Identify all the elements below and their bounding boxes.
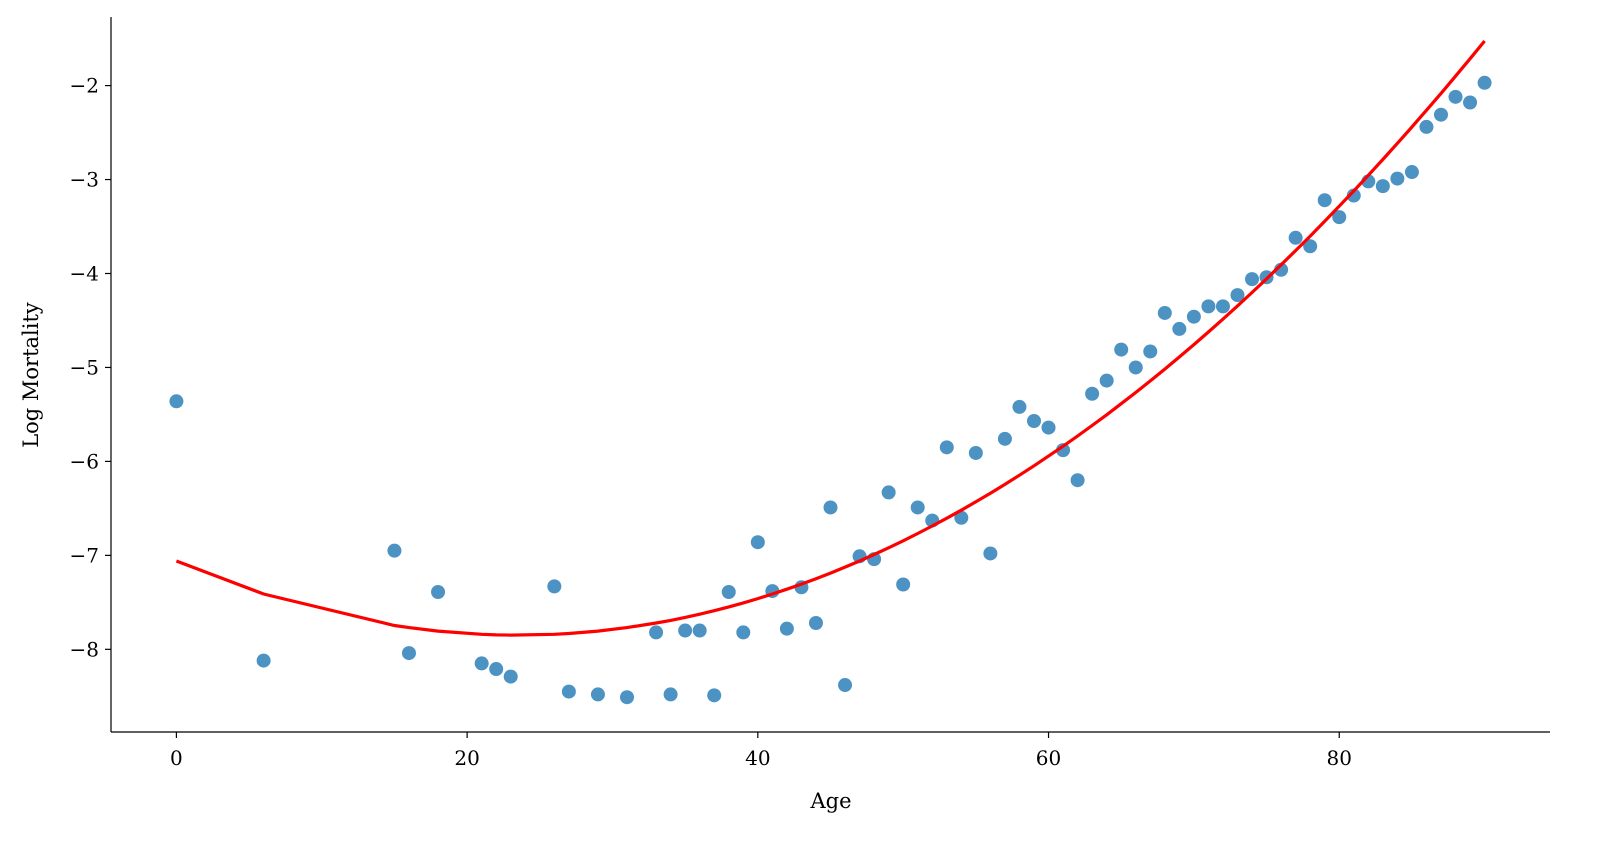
y-tick-label: −6 xyxy=(70,449,99,473)
data-point xyxy=(1128,360,1143,375)
data-point xyxy=(1288,230,1303,245)
y-tick-label: −3 xyxy=(70,168,99,192)
data-point xyxy=(983,546,998,561)
data-point xyxy=(1230,288,1245,303)
data-point xyxy=(1026,414,1041,429)
data-point xyxy=(1114,342,1129,357)
data-point xyxy=(997,431,1012,446)
data-point xyxy=(1201,299,1216,314)
data-point xyxy=(1419,119,1434,134)
data-point xyxy=(707,688,722,703)
data-point xyxy=(169,394,184,409)
data-point xyxy=(1448,89,1463,104)
data-point xyxy=(663,687,678,702)
data-point xyxy=(881,485,896,500)
data-point xyxy=(1375,179,1390,194)
y-tick-label: −5 xyxy=(70,355,99,379)
data-point xyxy=(1303,239,1318,254)
data-point xyxy=(503,669,518,684)
data-point xyxy=(750,535,765,550)
y-tick-label: −2 xyxy=(70,74,99,98)
data-point xyxy=(692,623,707,638)
data-point xyxy=(1143,344,1158,359)
data-point xyxy=(547,579,562,594)
data-point xyxy=(1390,171,1405,186)
fit-line xyxy=(175,39,1486,637)
data-point xyxy=(387,543,402,558)
data-point xyxy=(431,585,446,600)
data-point xyxy=(1099,373,1114,388)
data-point xyxy=(401,646,416,661)
data-point xyxy=(1332,210,1347,225)
y-tick-label: −4 xyxy=(70,261,99,285)
data-point xyxy=(1157,305,1172,320)
data-point xyxy=(620,690,635,705)
data-point xyxy=(1404,165,1419,180)
x-tick-label: 80 xyxy=(1327,746,1352,770)
y-tick-label: −7 xyxy=(70,543,99,567)
data-point xyxy=(838,678,853,693)
data-point xyxy=(721,585,736,600)
data-point xyxy=(678,623,693,638)
x-tick-label: 20 xyxy=(454,746,479,770)
data-point xyxy=(954,510,969,525)
data-point xyxy=(823,500,838,515)
data-point xyxy=(1245,272,1260,287)
data-point xyxy=(1186,309,1201,324)
x-tick-label: 40 xyxy=(745,746,770,770)
data-point xyxy=(561,684,576,699)
data-point xyxy=(256,653,271,668)
data-point xyxy=(1317,193,1332,208)
data-point xyxy=(808,616,823,631)
x-tick-label: 60 xyxy=(1036,746,1061,770)
data-point xyxy=(474,656,489,671)
y-tick-label: −8 xyxy=(70,637,99,661)
data-point xyxy=(1085,386,1100,401)
data-point xyxy=(779,621,794,636)
data-point xyxy=(649,625,664,640)
data-point xyxy=(910,500,925,515)
data-point xyxy=(1433,107,1448,122)
data-point xyxy=(1172,321,1187,336)
data-point xyxy=(736,625,751,640)
data-point xyxy=(968,445,983,460)
x-ticks: 0 20 40 60 80 xyxy=(170,732,1352,770)
scatter-points xyxy=(169,75,1492,705)
data-point xyxy=(1012,399,1027,414)
x-axis-label: Age xyxy=(809,789,851,813)
data-point xyxy=(939,440,954,455)
data-point xyxy=(590,687,605,702)
data-point xyxy=(1463,95,1478,110)
data-point xyxy=(489,662,504,677)
y-ticks: −2 −3 −4 −5 −6 −7 −8 xyxy=(70,74,111,661)
data-point xyxy=(1070,473,1085,488)
data-point xyxy=(896,577,911,592)
data-point xyxy=(1041,420,1056,435)
data-point xyxy=(1215,299,1230,314)
data-point xyxy=(1346,188,1361,203)
data-point xyxy=(1056,443,1071,458)
data-point xyxy=(1477,75,1492,90)
x-tick-label: 0 xyxy=(170,746,183,770)
y-axis-label: Log Mortality xyxy=(19,302,43,448)
